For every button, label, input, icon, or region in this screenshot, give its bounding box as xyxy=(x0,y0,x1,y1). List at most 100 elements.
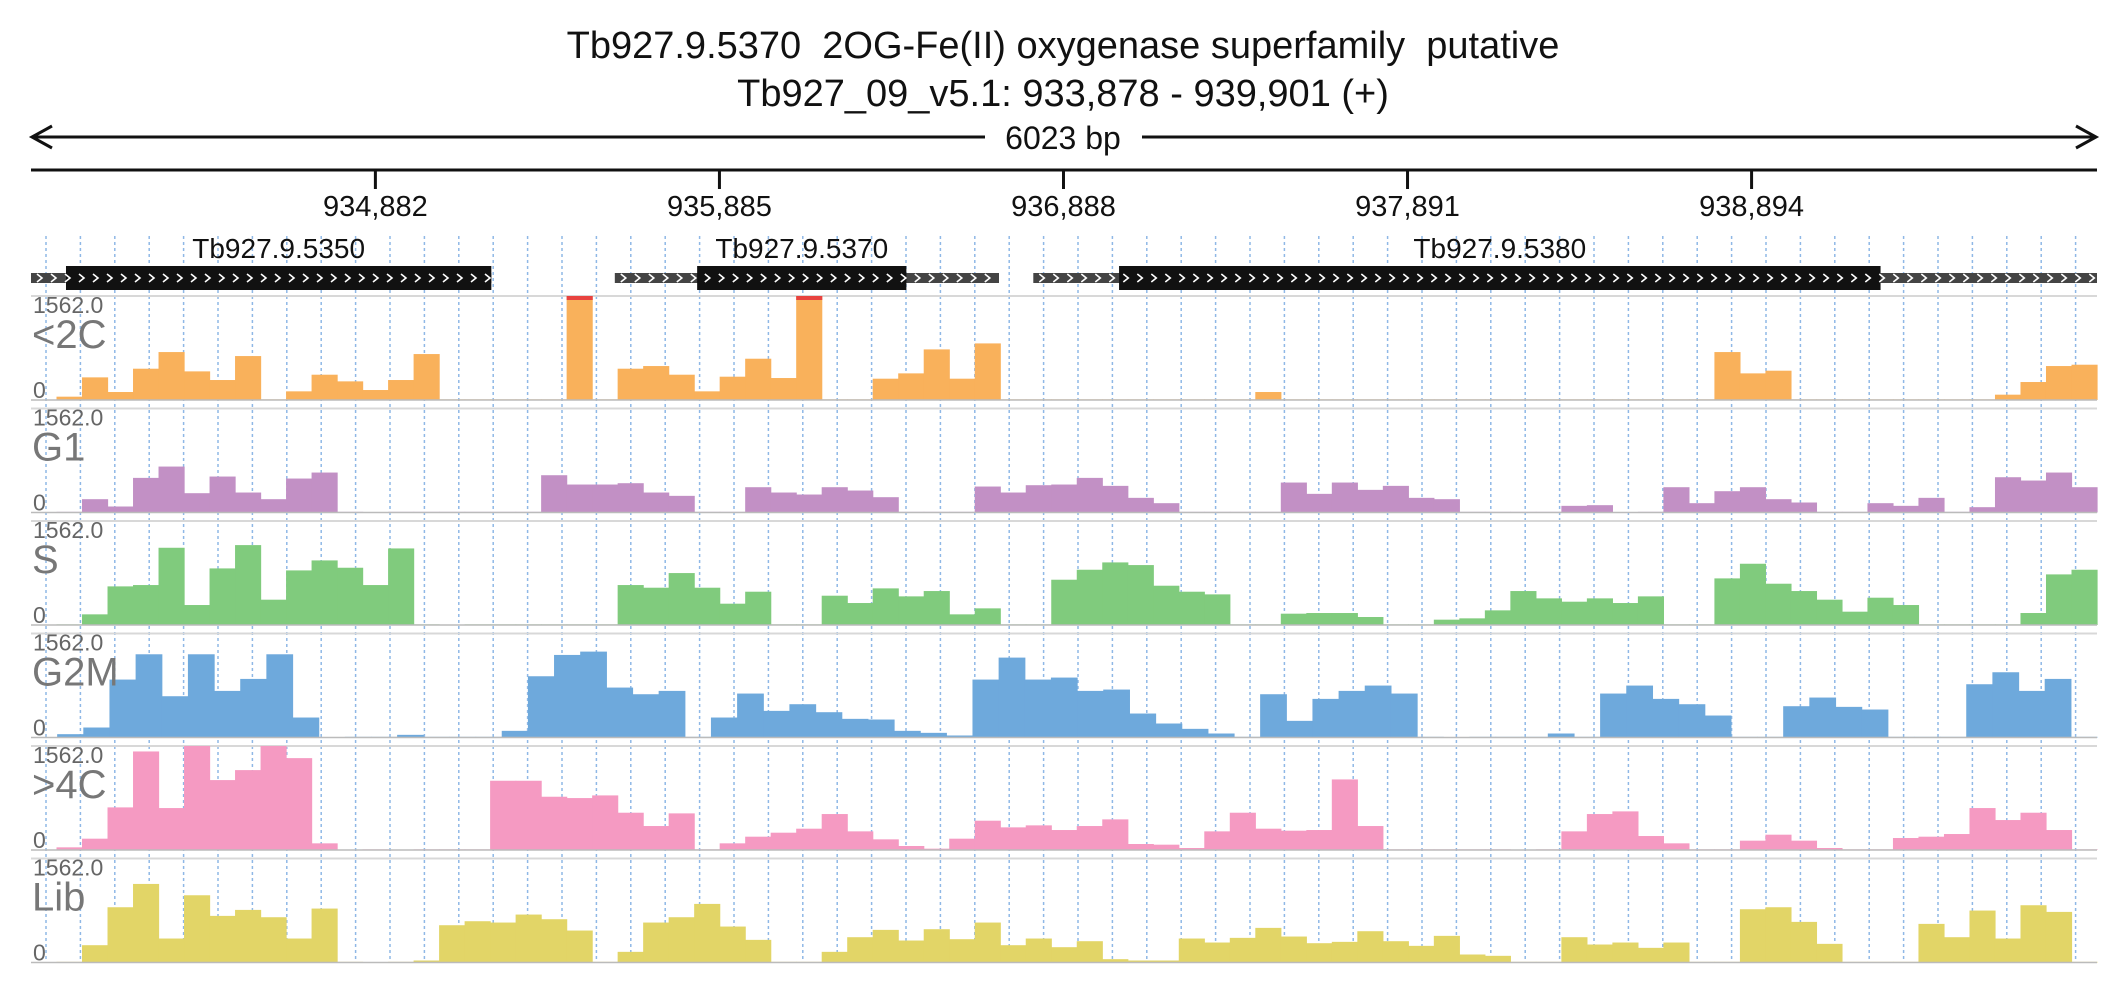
coverage-bar xyxy=(1306,830,1333,850)
coverage-bar xyxy=(1000,827,1027,850)
coverage-bar xyxy=(1586,814,1613,850)
coverage-bar xyxy=(1153,503,1180,513)
coverage-bar xyxy=(1127,565,1154,625)
strand-arrow-icon xyxy=(1794,273,1802,283)
coverage-bar xyxy=(1127,497,1154,513)
coverage-bar xyxy=(737,693,764,738)
coverage-bar xyxy=(209,568,236,625)
coverage-bar xyxy=(643,587,670,625)
strand-arrow-icon xyxy=(1570,273,1578,283)
coverage-bar xyxy=(501,730,529,738)
coverage-bar xyxy=(82,614,109,625)
coverage-bar xyxy=(1433,935,1460,963)
coverage-bar xyxy=(1076,941,1103,963)
strand-arrow-icon xyxy=(1220,273,1228,283)
strand-arrow-icon xyxy=(662,273,670,283)
coverage-bar xyxy=(1637,947,1664,963)
track-max-label: 1562.0 xyxy=(33,292,103,318)
coverage-bar xyxy=(1484,610,1511,625)
coverage-bar xyxy=(1739,909,1767,963)
strand-arrow-icon xyxy=(260,273,268,283)
coverage-bar xyxy=(974,820,1001,850)
coverage-bar xyxy=(158,466,185,513)
coverage-bar xyxy=(1790,591,1818,625)
coverage-tracks: 1562.00<2C1562.00G11562.00S1562.00G2M156… xyxy=(31,292,2098,966)
coverage-bar xyxy=(2020,480,2047,513)
strand-arrow-icon xyxy=(1066,273,1074,283)
strand-arrow-icon xyxy=(760,273,768,283)
coverage-bar xyxy=(133,368,160,400)
arrow-left-icon xyxy=(28,124,53,150)
strand-arrow-icon xyxy=(1388,273,1396,283)
coverage-bar xyxy=(745,939,772,963)
coverage-bar xyxy=(311,843,338,850)
strand-arrow-icon xyxy=(386,273,394,283)
strand-arrow-icon xyxy=(648,273,656,283)
coverage-bar xyxy=(894,730,921,738)
coverage-bar xyxy=(2044,678,2072,738)
coverage-bar xyxy=(235,770,262,850)
coverage-bar xyxy=(527,676,555,738)
strand-arrow-icon xyxy=(134,273,142,283)
coverage-bar xyxy=(209,476,236,513)
coverage-bar xyxy=(1103,689,1130,738)
strand-arrow-icon xyxy=(1402,273,1410,283)
coverage-bar xyxy=(1966,684,1993,738)
coverage-bar xyxy=(580,651,607,738)
coverage-bar xyxy=(1025,938,1052,963)
coverage-bar xyxy=(1918,497,1945,513)
strand-arrow-icon xyxy=(774,273,782,283)
coverage-bar xyxy=(1364,685,1392,738)
strand-arrow-icon xyxy=(456,273,464,283)
coverage-bar xyxy=(617,812,644,850)
strand-arrow-icon xyxy=(1626,273,1634,283)
coverage-bar xyxy=(1076,826,1103,850)
coverage-bar xyxy=(1204,942,1231,963)
strand-arrow-icon xyxy=(1528,273,1536,283)
strand-arrow-icon xyxy=(1206,273,1214,283)
coverage-bar xyxy=(1229,937,1256,963)
strand-arrow-icon xyxy=(190,273,198,283)
coverage-bar xyxy=(362,390,389,400)
coverage-bar xyxy=(57,734,84,738)
coverage-bar xyxy=(1331,482,1358,513)
strand-arrow-icon xyxy=(844,273,852,283)
coverage-bar xyxy=(1357,826,1384,850)
coverage-bar xyxy=(1076,569,1103,625)
strand-arrow-icon xyxy=(400,273,408,283)
coverage-bar xyxy=(1076,477,1103,513)
strand-arrow-icon xyxy=(288,273,296,283)
coverage-bar xyxy=(2045,366,2073,400)
strand-arrow-icon xyxy=(1878,273,1886,283)
coverage-bar xyxy=(1892,505,1920,513)
coverage-bar xyxy=(2045,830,2073,850)
strand-arrow-icon xyxy=(2074,273,2082,283)
coverage-bar xyxy=(898,940,925,963)
coverage-bar xyxy=(1637,596,1664,625)
coverage-bar xyxy=(872,929,899,963)
strand-arrow-icon xyxy=(470,273,478,283)
coverage-bar xyxy=(286,570,313,625)
coverage-bar xyxy=(1943,834,1971,850)
coverage-bar xyxy=(1408,945,1435,963)
length-label: 6023 bp xyxy=(1005,120,1121,156)
strand-arrow-icon xyxy=(442,273,450,283)
coverage-bar xyxy=(745,836,772,850)
strand-arrow-icon xyxy=(1332,273,1340,283)
coverage-bar xyxy=(260,746,287,850)
coverage-bar xyxy=(1561,601,1588,625)
coverage-bar xyxy=(413,354,440,400)
strand-arrow-icon xyxy=(1290,273,1298,283)
coverage-bar xyxy=(796,828,823,850)
coverage-bar xyxy=(1306,943,1333,963)
strand-arrow-icon xyxy=(1724,273,1732,283)
coverage-bar xyxy=(286,478,313,513)
coverage-bar xyxy=(1600,693,1627,738)
track-name: S xyxy=(32,538,59,582)
coverage-bar xyxy=(745,591,772,625)
coverage-bar xyxy=(617,585,644,625)
clip-marker xyxy=(796,296,823,300)
strand-arrow-icon xyxy=(676,273,684,283)
coverage-bar xyxy=(541,919,568,963)
